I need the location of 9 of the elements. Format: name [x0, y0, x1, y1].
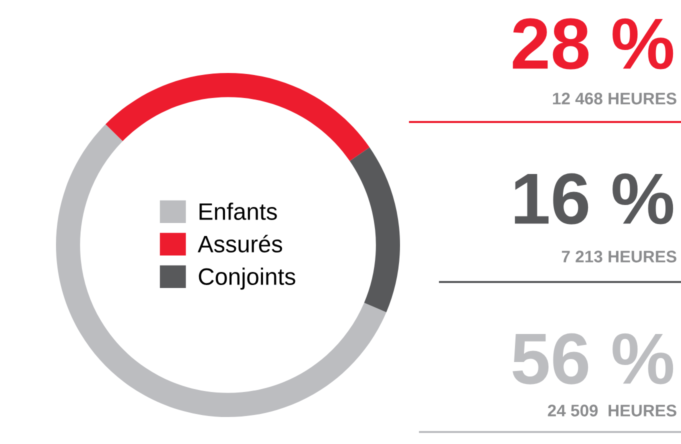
text: 12 468 HEURES — [552, 92, 676, 104]
legend-label: Assurés — [198, 234, 282, 252]
data-label: 16 % — [514, 173, 674, 224]
legend-label: Enfants — [200, 202, 277, 220]
data-label: 56 % — [512, 333, 674, 384]
text: 7 213 HEURES — [562, 250, 676, 262]
text: 24 509 HEURES — [548, 404, 676, 416]
data-label: 28 % — [512, 18, 674, 70]
legend-label: Conjoints — [198, 268, 296, 290]
